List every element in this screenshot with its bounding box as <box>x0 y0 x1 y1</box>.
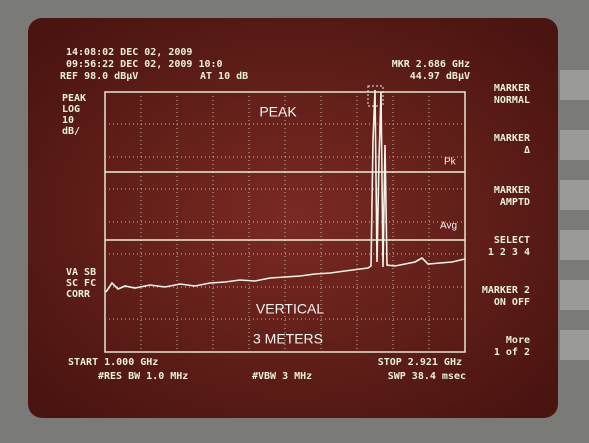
avg-label: Avg <box>440 221 457 232</box>
softkey-label: More <box>506 335 530 346</box>
left-label: 10 <box>62 115 74 126</box>
marker-freq: MKR 2.686 GHz <box>392 59 470 70</box>
vbw: #VBW 3 MHz <box>252 371 312 382</box>
stop-freq: STOP 2.921 GHz <box>378 357 462 368</box>
softkey-label: ON OFF <box>494 297 530 308</box>
softkey-label: 1 of 2 <box>494 347 530 358</box>
left-label: CORR <box>66 289 91 300</box>
ref-level: REF 98.0 dBµV <box>60 71 138 82</box>
softkey-label: MARKER <box>494 133 531 144</box>
overlay-vertical: VERTICAL <box>256 301 324 317</box>
trace <box>105 89 466 293</box>
marker-box <box>367 85 384 107</box>
left-label: LOG <box>62 104 80 115</box>
rbw: #RES BW 1.0 MHz <box>98 371 188 382</box>
softkey-label: MARKER <box>494 185 531 196</box>
softkey-label: MARKER <box>494 83 531 94</box>
sweep: SWP 38.4 msec <box>388 371 466 382</box>
pk-label: Pk <box>444 157 457 168</box>
attenuation: AT 10 dB <box>200 71 248 82</box>
softkey-buttons <box>560 70 589 360</box>
softkey-label: Δ <box>524 145 530 156</box>
softkey-label: 1 2 3 4 <box>488 247 530 258</box>
time: 14:08:02 DEC 02, 2009 <box>66 47 192 58</box>
grid <box>105 92 465 352</box>
time2: 09:56:22 DEC 02, 2009 10:0 <box>66 59 223 70</box>
marker-level: 44.97 dBµV <box>410 71 470 82</box>
softkey-label: NORMAL <box>494 95 530 106</box>
left-label: dB/ <box>62 126 80 137</box>
start-freq: START 1.000 GHz <box>68 357 158 368</box>
screen <box>28 18 558 418</box>
overlay-peak: PEAK <box>259 104 297 120</box>
left-label: VA SB <box>66 267 96 278</box>
softkey-label: MARKER 2 <box>482 285 530 296</box>
softkey-label: SELECT <box>494 235 530 246</box>
left-label: SC FC <box>66 278 96 289</box>
overlay-distance: 3 METERS <box>253 331 323 347</box>
softkey-label: AMPTD <box>500 197 530 208</box>
left-label: PEAK <box>62 93 86 104</box>
